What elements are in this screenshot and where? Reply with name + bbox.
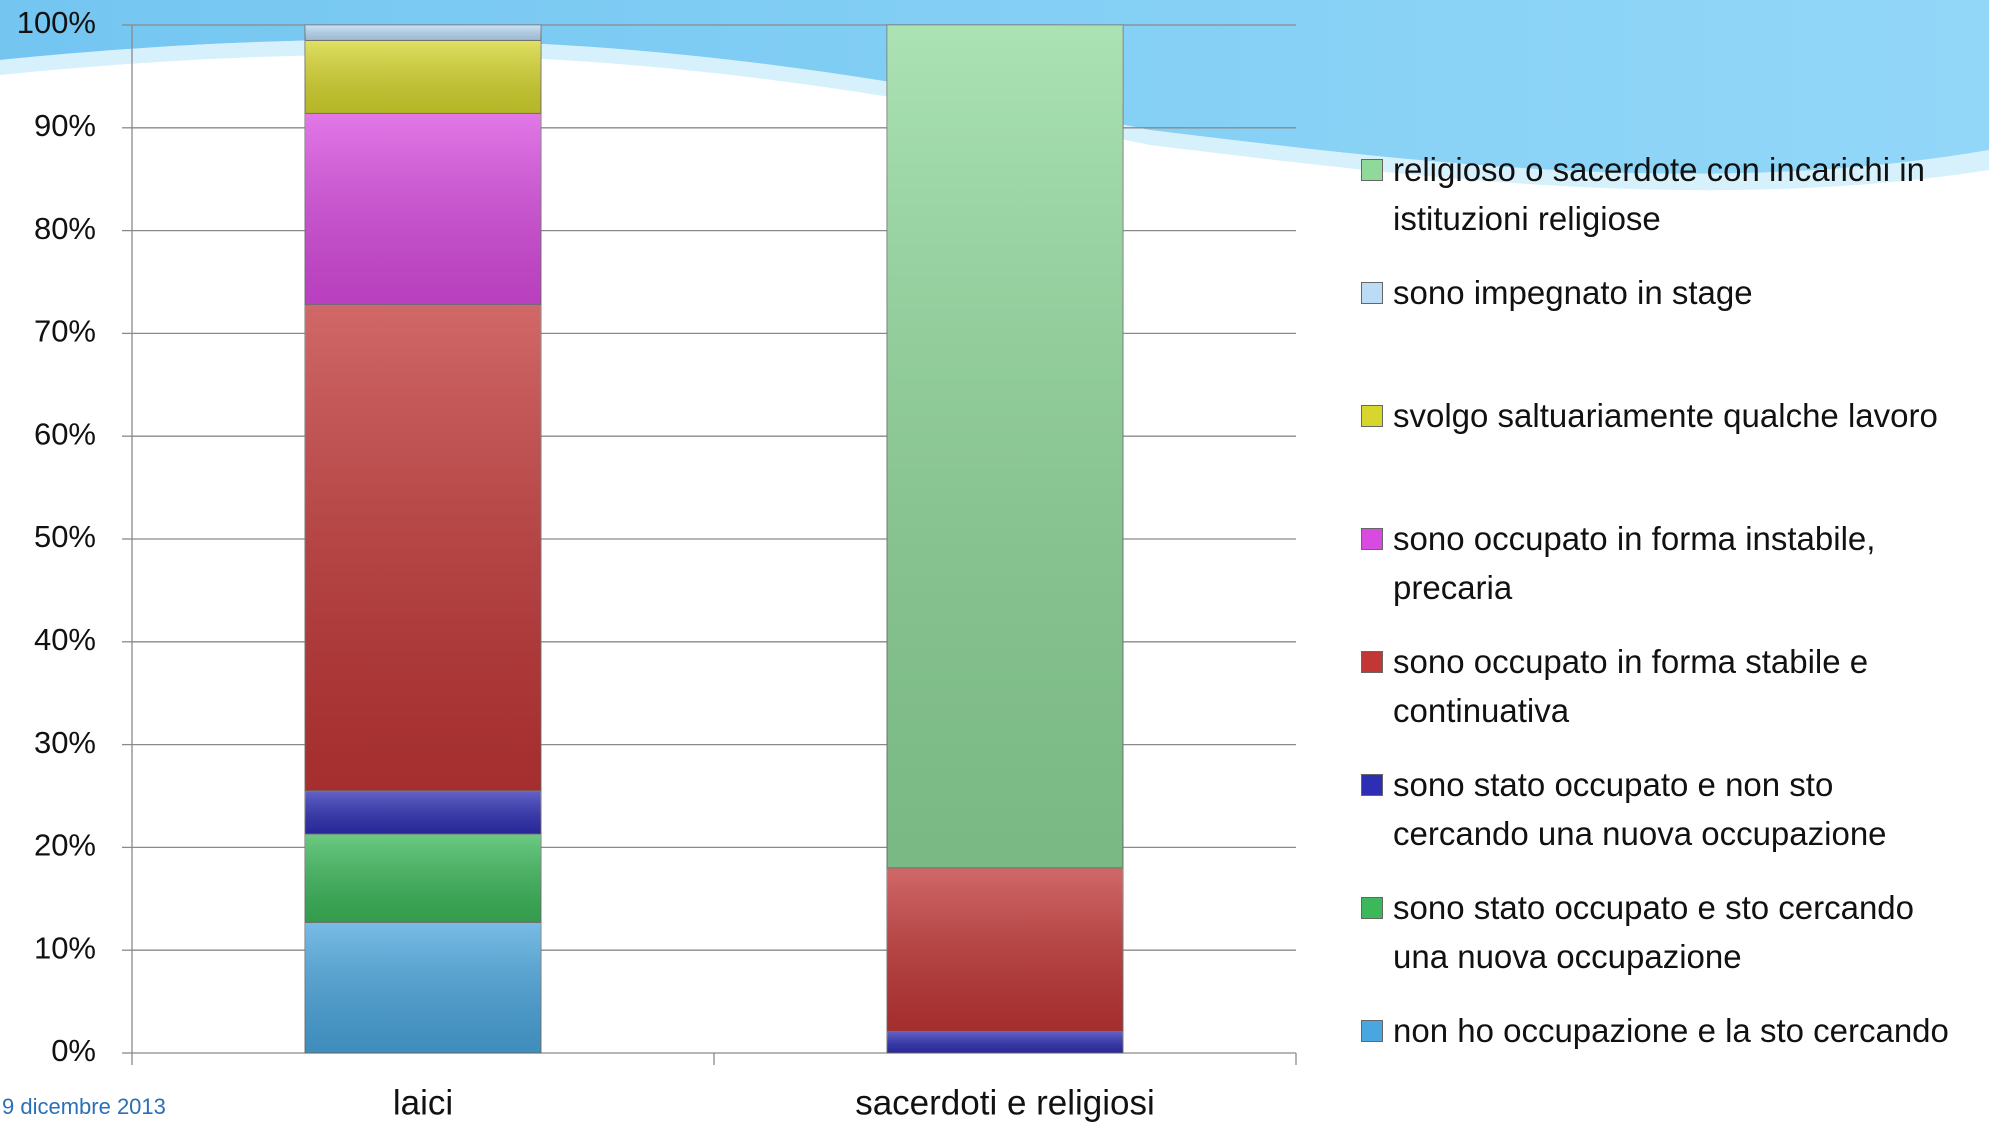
y-tick-label: 90% [34, 108, 96, 143]
legend-swatch [1361, 897, 1383, 919]
bar-shading [305, 791, 541, 834]
legend-swatch [1361, 405, 1383, 427]
legend-entry: svolgo saltuariamente qualche lavoro [1361, 391, 1976, 440]
legend-label: sono impegnato in stage [1393, 268, 1753, 317]
legend-entry: non ho occupazione e la sto cercando [1361, 1006, 1976, 1055]
legend-swatch [1361, 1020, 1383, 1042]
y-tick-label: 40% [34, 622, 96, 657]
legend-swatch [1361, 282, 1383, 304]
y-tick-label: 70% [34, 314, 96, 349]
legend-entry: sono occupato in forma stabile e continu… [1361, 637, 1976, 735]
bar-shading [305, 40, 541, 113]
legend-label: sono stato occupato e sto cercando una n… [1393, 883, 1976, 981]
slide: 0% 10% 20% 30% 40% 50% 60% 70% 80% 90% 100% laici sa… [0, 0, 1989, 1127]
y-tick-label: 60% [34, 416, 96, 451]
footer-date: 9 dicembre 2013 [2, 1094, 166, 1120]
x-tick-label: sacerdoti e religiosi [855, 1083, 1155, 1122]
legend-swatch [1361, 159, 1383, 181]
legend-label: non ho occupazione e la sto cercando [1393, 1006, 1949, 1055]
y-tick-label: 100% [17, 5, 96, 40]
legend-swatch [1361, 774, 1383, 796]
legend-label: sono stato occupato e non sto cercando u… [1393, 760, 1976, 858]
legend-swatch [1361, 651, 1383, 673]
bar-shading [305, 834, 541, 922]
legend-entry: sono stato occupato e sto cercando una n… [1361, 883, 1976, 981]
y-tick-label: 50% [34, 519, 96, 554]
bar-shading [305, 113, 541, 304]
y-tick-label: 0% [51, 1033, 96, 1068]
legend-label: sono occupato in forma instabile, precar… [1393, 514, 1976, 612]
bar-shading [305, 25, 541, 40]
legend-label: svolgo saltuariamente qualche lavoro [1393, 391, 1938, 440]
bar-shading [887, 1031, 1123, 1053]
legend-label: sono occupato in forma stabile e continu… [1393, 637, 1976, 735]
y-tick-label: 10% [34, 930, 96, 965]
bar-shading [305, 922, 541, 1053]
y-tick-label: 30% [34, 725, 96, 760]
bar-shading [305, 305, 541, 791]
legend-entry: religioso o sacerdote con incarichi in i… [1361, 145, 1976, 243]
bar-shading [887, 25, 1123, 868]
x-tick-label: laici [393, 1083, 453, 1122]
legend-label: religioso o sacerdote con incarichi in i… [1393, 145, 1976, 243]
y-tick-label: 20% [34, 828, 96, 863]
bar-shading [887, 868, 1123, 1031]
legend-entry: sono impegnato in stage [1361, 268, 1976, 317]
legend-entry: sono occupato in forma instabile, precar… [1361, 514, 1976, 612]
legend-entry: sono stato occupato e non sto cercando u… [1361, 760, 1976, 858]
y-tick-label: 80% [34, 211, 96, 246]
legend-swatch [1361, 528, 1383, 550]
